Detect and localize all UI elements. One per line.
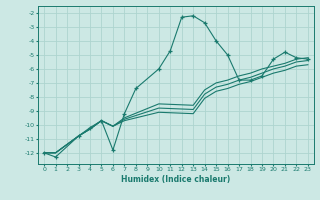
X-axis label: Humidex (Indice chaleur): Humidex (Indice chaleur) [121,175,231,184]
